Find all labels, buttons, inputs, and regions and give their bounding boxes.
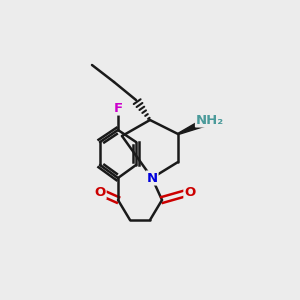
Polygon shape [178, 116, 212, 134]
Text: F: F [113, 101, 123, 115]
Text: O: O [184, 185, 196, 199]
Text: N: N [146, 172, 158, 184]
Text: NH₂: NH₂ [196, 113, 224, 127]
Text: O: O [94, 185, 106, 199]
